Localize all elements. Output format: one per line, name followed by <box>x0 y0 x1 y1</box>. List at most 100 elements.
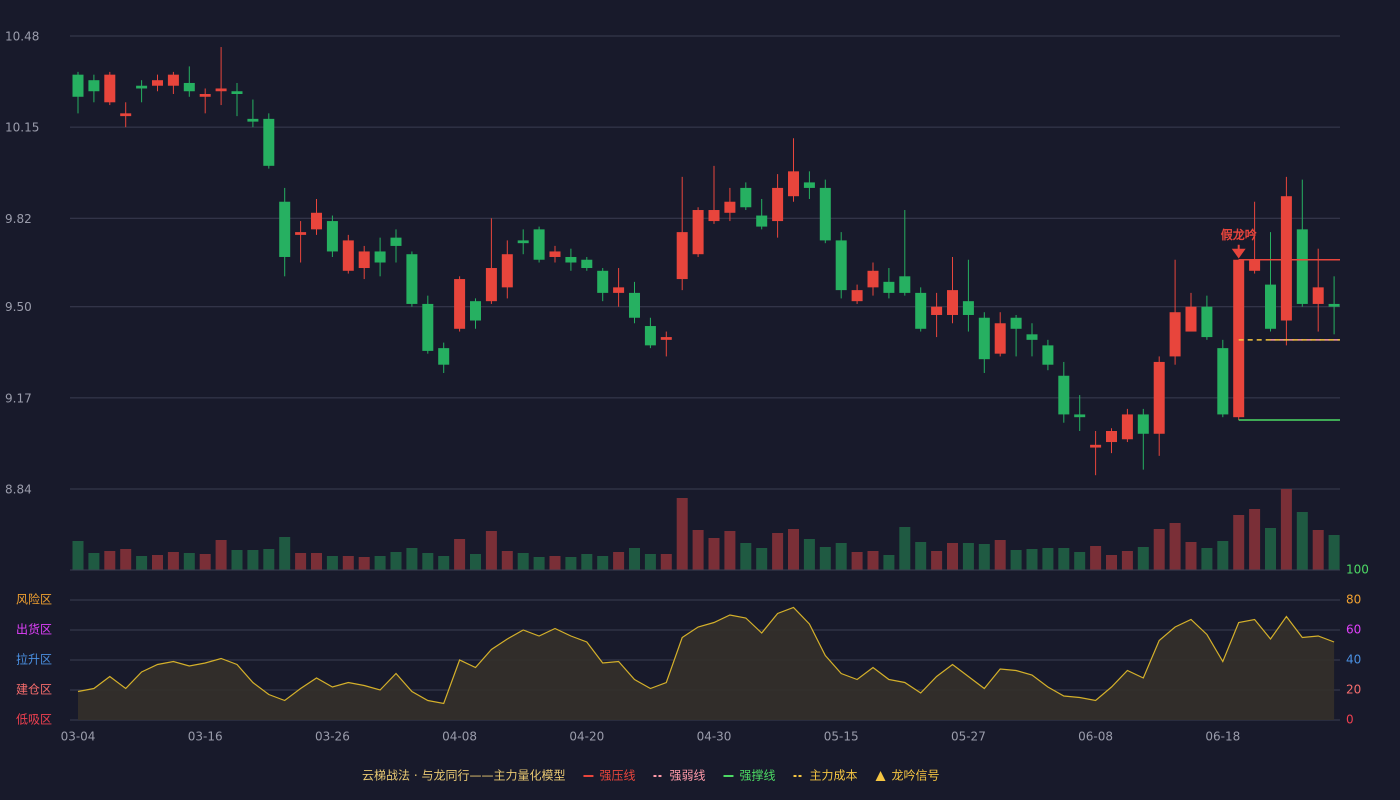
volume-bar <box>1233 515 1245 570</box>
volume-bar <box>247 550 259 570</box>
candle-body <box>1249 259 1261 271</box>
volume-bar <box>899 527 911 570</box>
candle-body <box>136 85 148 89</box>
candle-body <box>1169 312 1181 357</box>
y-tick-label: 100 <box>1346 563 1369 577</box>
volume-bar <box>295 553 307 570</box>
legend-title: 云梯战法 · 与龙同行——主力量化模型 <box>362 769 565 783</box>
y-tick-label: 0 <box>1346 713 1354 727</box>
volume-bar <box>1280 489 1292 570</box>
volume-bar <box>803 539 815 570</box>
candle-body <box>549 251 561 257</box>
candle-body <box>819 187 831 241</box>
volume-bar <box>692 530 704 570</box>
candle-body <box>581 259 593 269</box>
volume-bar <box>1249 509 1261 570</box>
volume-bar <box>120 549 132 570</box>
volume-bar <box>978 544 990 570</box>
legend-label: 主力成本 <box>810 769 858 783</box>
volume-bar <box>947 543 958 570</box>
legend-label: 强弱线 <box>669 769 705 783</box>
volume-bar <box>1090 546 1102 570</box>
x-tick-label: 03-04 <box>61 730 96 744</box>
x-tick-label: 06-18 <box>1205 730 1240 744</box>
volume-bar <box>1328 535 1340 570</box>
legend-label: 龙吟信号 <box>892 768 940 783</box>
volume-bar <box>819 547 831 570</box>
x-tick-label: 03-16 <box>188 730 223 744</box>
candle-body <box>978 317 990 360</box>
zone-label: 建仓区 <box>16 683 52 697</box>
candle-body <box>152 80 163 86</box>
y-tick-label: 9.17 <box>5 391 32 405</box>
y-tick-label: 80 <box>1346 593 1361 607</box>
candle-body <box>422 303 434 351</box>
candle-body <box>1137 414 1149 434</box>
volume-bar <box>1026 549 1038 570</box>
volume-bar <box>915 542 927 570</box>
candle-body <box>342 240 354 271</box>
volume-bar <box>311 553 322 570</box>
volume-bar <box>931 551 943 570</box>
candle-body <box>644 326 656 346</box>
candle-body <box>501 254 513 288</box>
candle-body <box>326 221 338 252</box>
volume-bar <box>374 556 386 570</box>
volume-bar <box>883 555 895 570</box>
legend-symbol <box>875 771 886 781</box>
legend-label: 强撑线 <box>739 768 775 783</box>
candle-body <box>915 292 927 329</box>
volume-bar <box>994 540 1006 570</box>
volume-bar <box>470 554 481 570</box>
candle-body <box>406 254 418 304</box>
candle-body <box>1201 306 1213 338</box>
candle-body <box>851 290 863 302</box>
indicator-line <box>77 606 1335 705</box>
volume-bar <box>1010 550 1022 570</box>
volume-bar <box>1201 548 1213 570</box>
candle-body <box>295 232 307 235</box>
candle-body <box>247 118 259 122</box>
candle-body <box>470 301 481 321</box>
candle-body <box>756 215 768 227</box>
volume-bar <box>851 552 863 570</box>
volume-bar <box>358 557 370 570</box>
y-tick-label: 10.48 <box>5 30 39 44</box>
candle-body <box>772 187 784 222</box>
annotation-label: 假龙吟 <box>1221 227 1257 242</box>
candle-body <box>183 82 195 92</box>
volume-bar <box>231 550 243 570</box>
candle-body <box>1042 345 1054 365</box>
y-tick-label: 8.84 <box>5 483 32 497</box>
candle-body <box>279 201 291 257</box>
y-tick-label: 60 <box>1346 623 1361 637</box>
candle-body <box>517 240 529 244</box>
volume-bar <box>422 553 434 570</box>
candle-body <box>1217 348 1229 415</box>
volume-bar <box>962 543 974 570</box>
candle-body <box>1121 414 1133 440</box>
candle-body <box>947 290 958 315</box>
candle-body <box>1328 303 1340 307</box>
x-tick-label: 04-30 <box>697 730 732 744</box>
candle-body <box>565 256 577 263</box>
volume-bar <box>772 533 784 570</box>
candle-body <box>1185 306 1197 332</box>
candle-body <box>390 237 402 246</box>
candle-body <box>740 187 752 208</box>
candle-body <box>629 292 640 318</box>
volume-bar <box>835 543 847 570</box>
volume-bar <box>867 551 879 570</box>
candle-body <box>708 210 720 222</box>
volume-bar <box>1153 529 1165 570</box>
candle-body <box>1106 430 1117 443</box>
volume-bar <box>597 556 609 570</box>
volume-bar <box>533 557 545 570</box>
candle-body <box>88 80 100 92</box>
volume-bar <box>613 552 625 570</box>
volume-bar <box>454 539 466 570</box>
volume-bar <box>1185 542 1197 570</box>
y-tick-label: 40 <box>1346 653 1361 667</box>
volume-bar <box>199 554 211 570</box>
candle-body <box>597 270 609 293</box>
